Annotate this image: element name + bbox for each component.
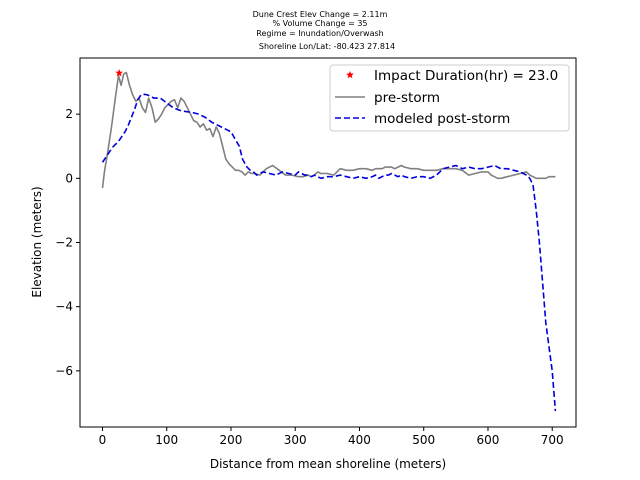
legend-entry-pre-storm: pre-storm xyxy=(374,90,440,106)
title-line-4: Shoreline Lon/Lat: -80.423 27.814 xyxy=(259,42,395,51)
title-line-3: Regime = Inundation/Overwash xyxy=(256,29,383,38)
impact-star-marker xyxy=(115,69,123,77)
title-line-2: % Volume Change = 35 xyxy=(272,19,367,28)
x-tick-label: 400 xyxy=(348,433,371,447)
y-tick-label: −2 xyxy=(55,236,73,250)
y-tick-label: 0 xyxy=(65,171,73,185)
legend: Impact Duration(hr) = 23.0 pre-storm mod… xyxy=(329,64,570,132)
legend-entry-post-storm: modeled post-storm xyxy=(374,111,510,127)
x-tick-label: 300 xyxy=(284,433,307,447)
x-tick-label: 100 xyxy=(155,433,178,447)
y-tick-label: 2 xyxy=(65,107,73,121)
chart-title: Dune Crest Elev Change = 2.11m % Volume … xyxy=(253,10,395,51)
x-tick-label: 700 xyxy=(541,433,564,447)
x-axis-label: Distance from mean shoreline (meters) xyxy=(210,457,446,471)
y-tick-label: −6 xyxy=(55,364,73,378)
legend-star-marker xyxy=(346,71,354,79)
x-tick-label: 500 xyxy=(412,433,435,447)
x-tick-label: 0 xyxy=(99,433,107,447)
x-tick-label: 600 xyxy=(477,433,500,447)
x-axis: 0 100 200 300 400 500 600 700 xyxy=(99,427,564,447)
post-storm-line xyxy=(101,93,557,412)
y-axis: −6 −4 −2 0 2 xyxy=(55,107,80,378)
y-axis-label: Elevation (meters) xyxy=(30,186,44,297)
x-tick-label: 200 xyxy=(220,433,243,447)
series-layer xyxy=(101,69,557,412)
legend-entry-impact: Impact Duration(hr) = 23.0 xyxy=(374,68,558,84)
pre-storm-line xyxy=(101,71,556,189)
title-line-1: Dune Crest Elev Change = 2.11m xyxy=(253,10,388,19)
y-tick-label: −4 xyxy=(55,300,73,314)
legend-box xyxy=(329,64,570,132)
legend-star-icon xyxy=(346,71,354,79)
